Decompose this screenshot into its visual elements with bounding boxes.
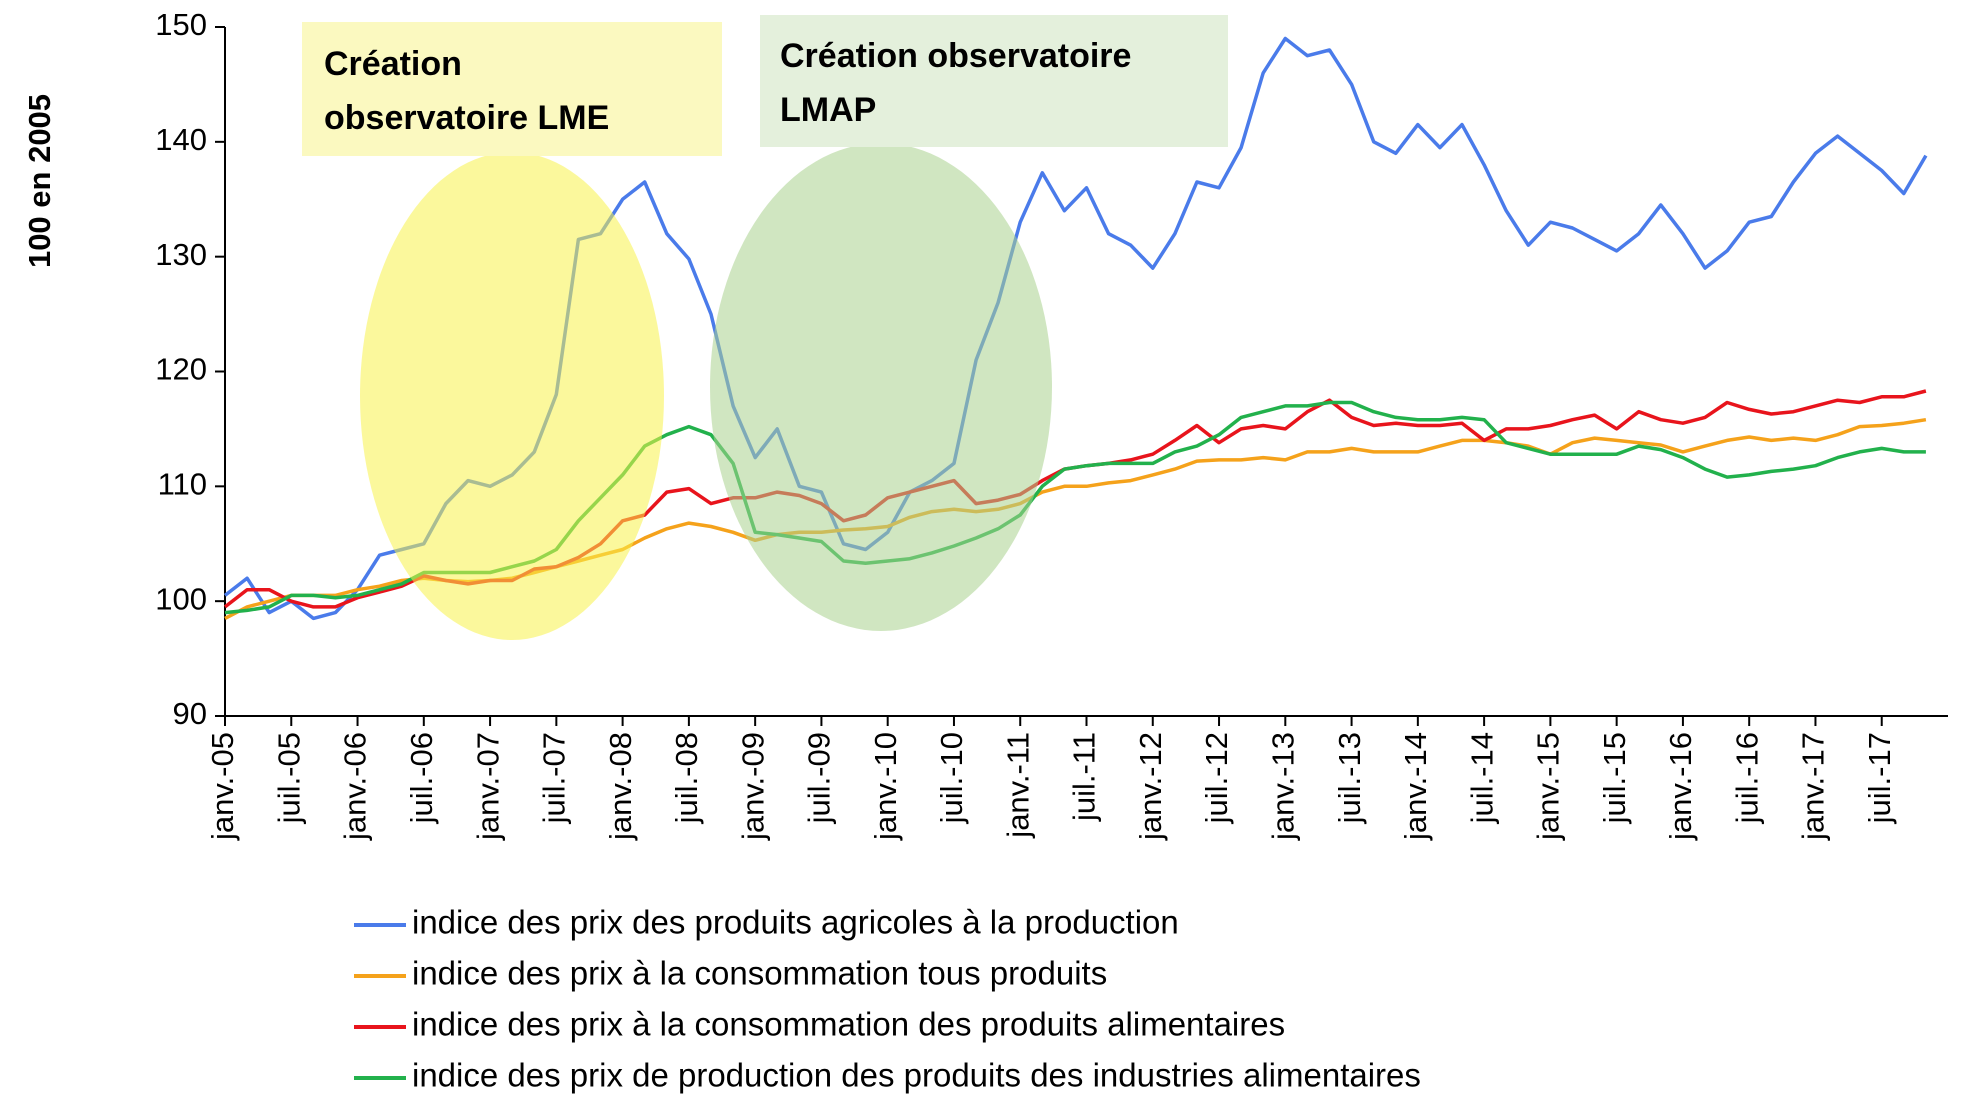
legend-label: indice des prix des produits agricoles à… bbox=[412, 904, 1179, 941]
x-tick-label: juil.-13 bbox=[1332, 732, 1367, 824]
x-tick-label: janv.-17 bbox=[1796, 732, 1831, 841]
x-tick-label: juil.-16 bbox=[1729, 732, 1764, 824]
x-tick-label: janv.-05 bbox=[205, 732, 240, 841]
y-axis-label: 100 en 2005 bbox=[22, 94, 57, 268]
y-tick-label: 150 bbox=[155, 7, 207, 42]
annotation-text: LMAP bbox=[780, 91, 876, 129]
y-tick-label: 90 bbox=[173, 696, 207, 731]
x-tick-label: janv.-11 bbox=[1000, 732, 1035, 839]
y-tick-label: 140 bbox=[155, 122, 207, 157]
y-tick-label: 130 bbox=[155, 237, 207, 272]
annotation-text: Création bbox=[324, 45, 462, 83]
x-tick-label: janv.-15 bbox=[1531, 732, 1566, 841]
x-tick-label: juil.-06 bbox=[404, 732, 439, 824]
x-tick-label: janv.-07 bbox=[470, 732, 505, 841]
x-tick-label: janv.-10 bbox=[868, 732, 903, 841]
x-tick-label: janv.-06 bbox=[338, 732, 373, 841]
x-tick-label: juil.-05 bbox=[271, 732, 306, 824]
x-tick-label: janv.-13 bbox=[1265, 732, 1300, 841]
x-tick-label: juil.-09 bbox=[802, 732, 837, 824]
y-tick-label: 120 bbox=[155, 352, 207, 387]
y-tick-label: 100 bbox=[155, 581, 207, 616]
x-tick-label: juil.-17 bbox=[1862, 732, 1897, 824]
x-tick-label: juil.-10 bbox=[934, 732, 969, 824]
annotation-box bbox=[760, 15, 1228, 147]
y-tick-label: 110 bbox=[158, 467, 207, 502]
x-tick-label: juil.-11 bbox=[1067, 732, 1102, 822]
x-tick-label: juil.-15 bbox=[1597, 732, 1632, 824]
x-tick-label: juil.-08 bbox=[669, 732, 704, 824]
x-tick-label: janv.-16 bbox=[1663, 732, 1698, 841]
annotation-box bbox=[302, 22, 722, 156]
x-tick-label: janv.-14 bbox=[1398, 732, 1433, 841]
legend-label: indice des prix à la consommation des pr… bbox=[412, 1006, 1285, 1043]
x-tick-label: juil.-12 bbox=[1199, 732, 1234, 824]
x-tick-label: juil.-07 bbox=[537, 732, 572, 824]
x-tick-label: janv.-09 bbox=[735, 732, 770, 841]
legend-label: indice des prix de production des produi… bbox=[412, 1057, 1421, 1094]
x-tick-label: juil.-14 bbox=[1464, 732, 1499, 824]
annotation-text: Création observatoire bbox=[780, 37, 1131, 75]
highlight-ellipse bbox=[710, 143, 1052, 631]
annotation-text: observatoire LME bbox=[324, 99, 609, 137]
legend-label: indice des prix à la consommation tous p… bbox=[412, 955, 1107, 992]
x-tick-label: janv.-12 bbox=[1133, 732, 1168, 841]
highlight-ellipse bbox=[360, 152, 664, 640]
x-tick-label: janv.-08 bbox=[603, 732, 638, 841]
